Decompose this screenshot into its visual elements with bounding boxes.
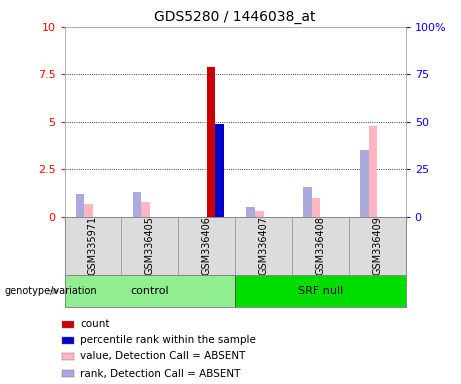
Bar	[62, 370, 74, 377]
Bar	[62, 321, 74, 328]
Bar	[207, 67, 215, 217]
Bar	[369, 126, 377, 217]
Text: GSM336406: GSM336406	[201, 216, 212, 275]
Text: GSM336408: GSM336408	[315, 216, 325, 275]
Bar	[303, 187, 312, 217]
Bar	[215, 124, 224, 217]
Bar	[76, 194, 84, 217]
Bar	[360, 151, 369, 217]
Text: count: count	[80, 319, 110, 329]
Bar	[255, 211, 264, 217]
Text: GSM336405: GSM336405	[145, 216, 155, 275]
Bar	[65, 275, 235, 307]
Text: genotype/variation: genotype/variation	[5, 286, 97, 296]
Text: control: control	[130, 286, 169, 296]
Text: GSM336407: GSM336407	[259, 216, 269, 275]
Bar	[133, 192, 142, 217]
Text: value, Detection Call = ABSENT: value, Detection Call = ABSENT	[80, 351, 246, 361]
Bar	[142, 202, 150, 217]
Bar	[84, 204, 93, 217]
Bar	[235, 275, 406, 307]
Text: GSM335971: GSM335971	[88, 216, 98, 275]
Text: rank, Detection Call = ABSENT: rank, Detection Call = ABSENT	[80, 369, 241, 379]
Bar	[62, 353, 74, 360]
Title: GDS5280 / 1446038_at: GDS5280 / 1446038_at	[154, 10, 316, 25]
Text: SRF null: SRF null	[298, 286, 343, 296]
Bar	[312, 198, 320, 217]
Bar	[247, 207, 255, 217]
Bar	[62, 336, 74, 344]
Text: percentile rank within the sample: percentile rank within the sample	[80, 335, 256, 345]
Text: GSM336409: GSM336409	[372, 216, 382, 275]
